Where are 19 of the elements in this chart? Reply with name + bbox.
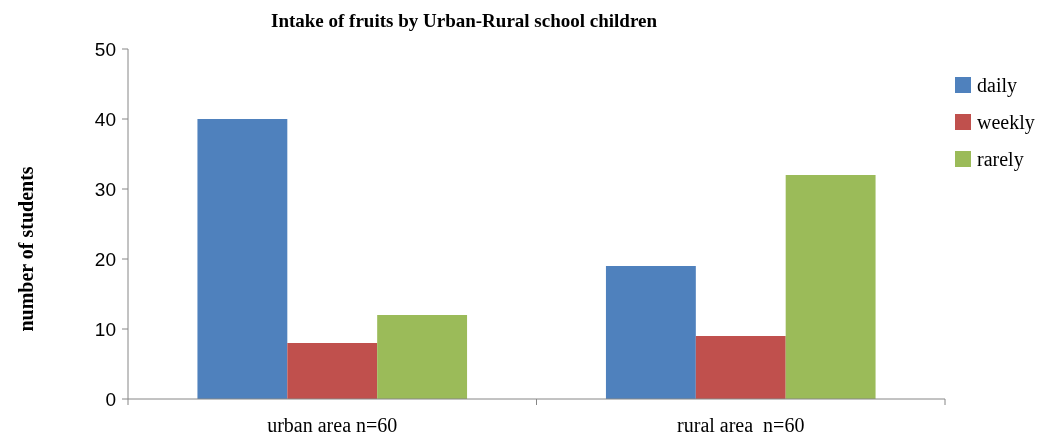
legend-label: rarely: [977, 148, 1024, 171]
y-tick-label: 20: [94, 248, 116, 270]
legend-label: daily: [977, 74, 1017, 97]
y-tick-label: 10: [94, 318, 116, 340]
legend-label: weekly: [977, 111, 1035, 134]
y-tick-label: 40: [94, 108, 116, 130]
x-tick-label: urban area n=60: [267, 414, 398, 436]
bar: [197, 119, 288, 399]
x-tick-label: rural area n=60: [677, 414, 805, 436]
y-tick-label: 50: [94, 38, 116, 60]
chart-title: Intake of fruits by Urban-Rural school children: [270, 10, 658, 31]
bar: [605, 266, 696, 399]
y-axis-title: number of students: [15, 166, 37, 332]
bar: [287, 343, 378, 399]
y-tick-label: 30: [94, 178, 116, 200]
y-tick-label: 0: [105, 388, 116, 410]
bar: [377, 315, 468, 399]
bar: [785, 175, 876, 399]
bar: [695, 336, 786, 399]
